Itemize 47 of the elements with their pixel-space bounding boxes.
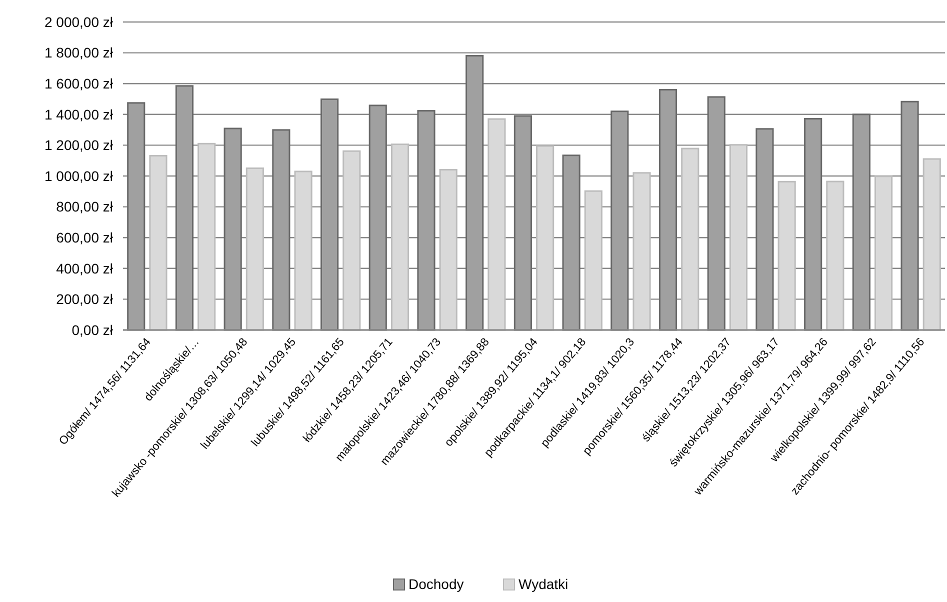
bar <box>272 129 290 331</box>
y-tick-label: 1 800,00 zł <box>44 44 114 61</box>
bar <box>466 54 484 331</box>
bar <box>729 144 748 331</box>
legend-label: Dochody <box>408 576 464 592</box>
bar <box>778 180 796 331</box>
bar <box>246 167 264 331</box>
bar <box>198 142 216 331</box>
y-tick-label: 400,00 zł <box>56 260 114 276</box>
bar <box>610 110 629 331</box>
bar <box>826 180 844 331</box>
bar <box>390 144 410 331</box>
legend-label: Wydatki <box>518 576 568 592</box>
bar <box>852 114 870 331</box>
y-tick-label: 1 600,00 zł <box>44 76 114 92</box>
bar <box>342 150 361 331</box>
bar <box>294 170 312 331</box>
bar <box>562 154 580 331</box>
bar <box>707 96 726 331</box>
bar <box>439 168 458 331</box>
y-tick-label: 200,00 zł <box>56 291 114 308</box>
y-tick-label: 1 200,00 zł <box>44 137 114 154</box>
bar <box>368 104 387 331</box>
bar <box>488 118 506 331</box>
bar <box>149 154 168 331</box>
bar <box>584 190 602 331</box>
y-tick-label: 0,00 zł <box>72 322 114 338</box>
bar <box>320 98 339 331</box>
y-tick-label: 800,00 zł <box>56 198 114 215</box>
y-tick-label: 1 000,00 zł <box>44 168 114 184</box>
bar <box>922 158 941 331</box>
bar <box>127 102 146 331</box>
bar <box>514 115 532 331</box>
bar <box>681 148 700 331</box>
y-tick-label: 600,00 zł <box>56 230 114 246</box>
bar <box>175 85 194 331</box>
bar <box>224 128 242 331</box>
bar <box>874 176 893 331</box>
bar <box>536 145 554 331</box>
bar <box>632 172 651 331</box>
bar <box>756 128 774 331</box>
bar <box>417 110 436 331</box>
y-tick-label: 2 000,00 zł <box>44 14 114 30</box>
y-tick-label: 1 400,00 zł <box>44 106 114 122</box>
bar <box>658 88 678 331</box>
bar <box>804 118 822 331</box>
bar <box>900 100 919 331</box>
